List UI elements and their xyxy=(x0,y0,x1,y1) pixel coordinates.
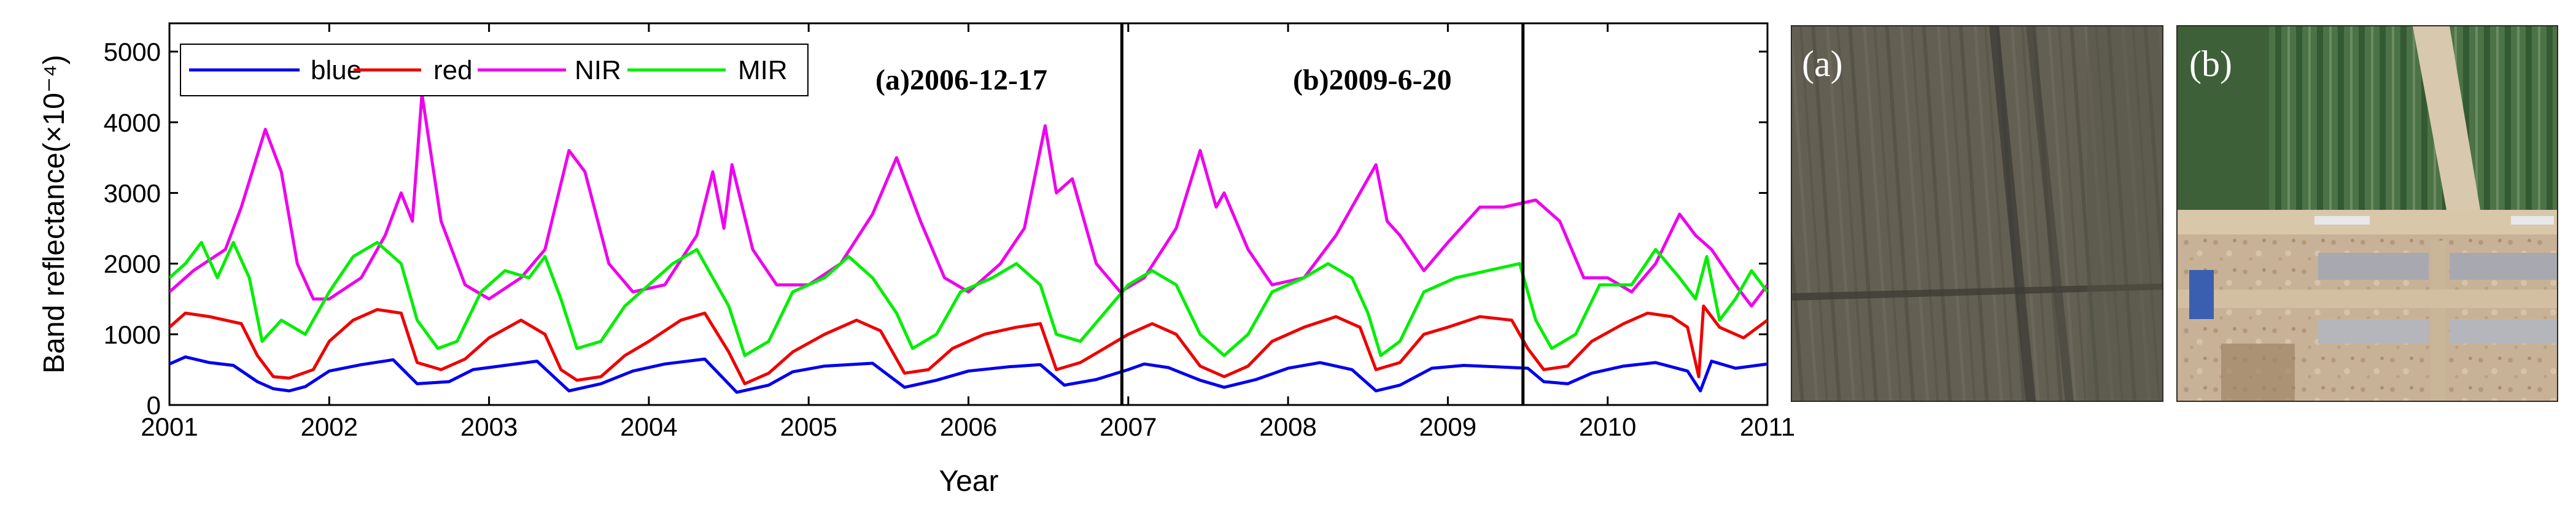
x-tick-label: 2011 xyxy=(1740,412,1795,441)
x-tick-label: 2004 xyxy=(620,412,677,441)
photo-b: (b) xyxy=(2176,25,2558,402)
series-line-mir xyxy=(169,241,1767,357)
x-tick-label: 2001 xyxy=(141,412,198,441)
x-tick-label: 2007 xyxy=(1100,412,1157,441)
legend: blue red NIR MIR xyxy=(180,44,809,96)
x-tick-label: 2010 xyxy=(1579,412,1636,441)
y-axis-title: Band reflectance(×10⁻⁴) xyxy=(38,55,71,374)
y-tick-label: 4000 xyxy=(104,108,161,137)
x-tick-label: 2006 xyxy=(940,412,997,441)
y-tick-label: 1000 xyxy=(104,320,161,349)
y-tick-label: 3000 xyxy=(104,179,161,207)
x-tick-label: 2009 xyxy=(1419,412,1476,441)
event-label-b: (b)2009-6-20 xyxy=(1293,64,1452,96)
legend-label-red: red xyxy=(433,55,473,85)
event-markers xyxy=(1120,23,1525,405)
x-tick-label: 2002 xyxy=(301,412,358,441)
series-line-blue xyxy=(169,355,1767,394)
x-tick-label: 2008 xyxy=(1259,412,1316,441)
y-tick-label: 2000 xyxy=(104,250,161,279)
y-tick-label: 0 xyxy=(147,391,161,420)
axis-tick-labels: 2001 2002 2003 2004 2005 2006 2007 2008 2009 2010… xyxy=(104,37,1796,441)
photo-a-label: (a) xyxy=(1802,44,1843,84)
legend-label-blue: blue xyxy=(311,55,362,85)
x-tick-label: 2003 xyxy=(460,412,518,441)
series-lines xyxy=(169,92,1767,394)
photo-a: (a) xyxy=(1791,25,2163,402)
y-tick-label: 5000 xyxy=(104,37,161,66)
x-axis-title: Year xyxy=(939,465,999,498)
legend-label-nir: NIR xyxy=(575,55,621,85)
legend-label-mir: MIR xyxy=(738,55,788,85)
x-tick-label: 2005 xyxy=(780,412,837,441)
axis-ticks xyxy=(168,23,1769,406)
photo-b-label: (b) xyxy=(2189,44,2232,84)
series-line-red xyxy=(169,304,1767,385)
event-label-a: (a)2006-12-17 xyxy=(875,64,1047,96)
series-line-nir xyxy=(169,92,1767,308)
